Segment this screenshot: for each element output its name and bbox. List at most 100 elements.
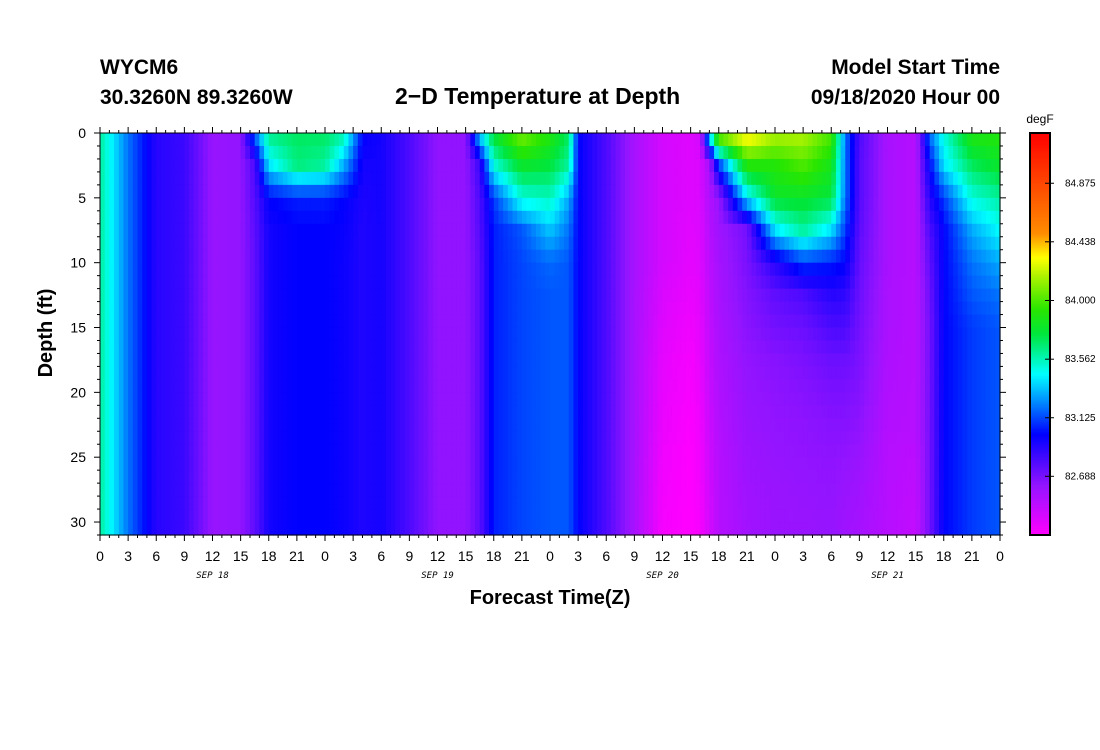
heatmap-cell [789, 249, 795, 264]
heatmap-cell [760, 288, 767, 303]
heatmap-cell [507, 340, 514, 355]
heatmap-cell [198, 405, 204, 419]
heatmap-cell [296, 418, 303, 432]
heatmap-cell [662, 249, 668, 264]
heatmap-cell [325, 236, 331, 251]
heatmap-cell [212, 288, 218, 303]
heatmap-cell [517, 197, 523, 212]
heatmap-cell [704, 184, 710, 199]
heatmap-cell [118, 444, 125, 458]
heatmap-cell [381, 509, 387, 523]
heatmap-cell [189, 249, 195, 264]
heatmap-cell [760, 522, 767, 536]
heatmap-cell [367, 483, 373, 497]
heatmap-cell [118, 301, 125, 316]
heatmap-cell [540, 483, 546, 497]
heatmap-cell [310, 288, 317, 303]
heatmap-cell [676, 314, 682, 329]
heatmap-cell [315, 431, 321, 445]
heatmap-cell [282, 444, 289, 458]
heatmap-cell [367, 444, 373, 458]
heatmap-cell [142, 366, 148, 380]
heatmap-cell [207, 158, 214, 173]
heatmap-cell [160, 133, 167, 147]
heatmap-cell [320, 301, 326, 316]
heatmap-cell [306, 431, 312, 445]
heatmap-cell [104, 275, 110, 290]
heatmap-cell [606, 223, 612, 238]
heatmap-cell [268, 496, 275, 510]
heatmap-cell [681, 314, 687, 329]
heatmap-cell [775, 379, 781, 393]
heatmap-cell [296, 379, 303, 393]
heatmap-cell [357, 496, 364, 510]
heatmap-cell [100, 483, 106, 497]
heatmap-cell [700, 158, 706, 173]
heatmap-cell [550, 405, 556, 419]
heatmap-cell [296, 236, 303, 251]
heatmap-cell [489, 496, 495, 510]
heatmap-cell [517, 340, 523, 355]
heatmap-cell [385, 158, 392, 173]
heatmap-cell [582, 314, 589, 329]
heatmap-cell [798, 145, 804, 160]
heatmap-cell [615, 431, 621, 445]
heatmap-cell [460, 470, 467, 484]
heatmap-cell [334, 171, 340, 186]
heatmap-cell [118, 171, 125, 186]
heatmap-cell [170, 133, 176, 147]
heatmap-cell [606, 509, 612, 523]
heatmap-cell [690, 171, 696, 186]
heatmap-cell [156, 158, 162, 173]
heatmap-cell [100, 236, 106, 251]
heatmap-cell [807, 236, 814, 251]
heatmap-cell [395, 171, 401, 186]
heatmap-cell [114, 470, 120, 484]
heatmap-cell [681, 509, 687, 523]
heatmap-cell [671, 496, 678, 510]
heatmap-cell [625, 171, 631, 186]
heatmap-cell [385, 171, 392, 186]
heatmap-cell [615, 496, 621, 510]
heatmap-cell [498, 392, 504, 406]
heatmap-cell [653, 314, 659, 329]
heatmap-cell [798, 496, 804, 510]
heatmap-cell [273, 158, 279, 173]
heatmap-cell [568, 158, 575, 173]
heatmap-cell [203, 366, 209, 380]
heatmap-cell [362, 197, 368, 212]
heatmap-cell [385, 184, 392, 199]
heatmap-cell [671, 236, 678, 251]
heatmap-cell [681, 223, 687, 238]
heatmap-cell [573, 483, 579, 497]
heatmap-cell [376, 457, 382, 471]
heatmap-cell [620, 249, 626, 264]
heatmap-cell [287, 184, 293, 199]
heatmap-cell [723, 470, 729, 484]
heatmap-cell [179, 496, 185, 510]
heatmap-cell [310, 470, 317, 484]
heatmap-cell [371, 210, 378, 225]
heatmap-cell [629, 197, 635, 212]
heatmap-cell [296, 275, 303, 290]
heatmap-cell [610, 509, 617, 523]
heatmap-cell [278, 444, 284, 458]
heatmap-cell [653, 483, 659, 497]
heatmap-cell [550, 496, 556, 510]
heatmap-cell [123, 353, 129, 368]
heatmap-cell [437, 184, 443, 199]
heatmap-cell [512, 522, 518, 536]
heatmap-cell [390, 340, 396, 355]
heatmap-cell [700, 457, 706, 471]
heatmap-cell [287, 197, 293, 212]
heatmap-cell [273, 379, 279, 393]
heatmap-cell [418, 522, 425, 536]
heatmap-cell [765, 353, 771, 368]
heatmap-cell [132, 171, 139, 186]
heatmap-cell [221, 158, 228, 173]
heatmap-cell [840, 133, 846, 147]
heatmap-cell [418, 314, 425, 329]
heatmap-cell [231, 236, 237, 251]
heatmap-cell [442, 249, 448, 264]
heatmap-cell [503, 262, 509, 277]
